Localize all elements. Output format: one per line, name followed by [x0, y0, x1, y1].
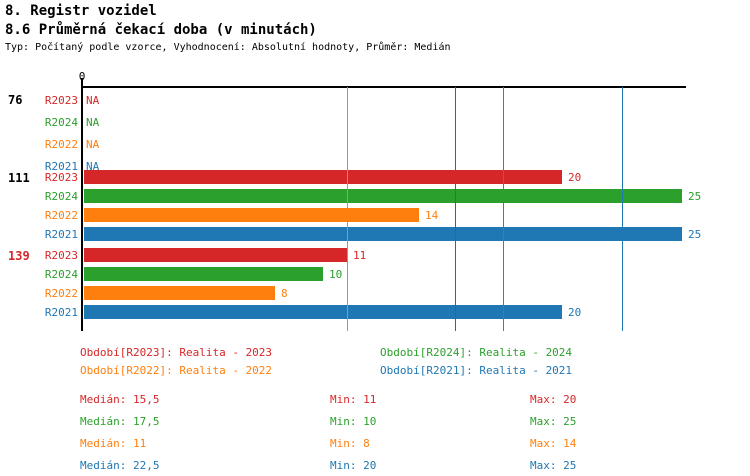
- series-label: R2021: [44, 228, 78, 241]
- r2021-median-line: [622, 87, 623, 331]
- axis-zero-label: 0: [78, 70, 86, 83]
- series-label: R2024: [44, 268, 78, 281]
- bar-value-label: 11: [353, 249, 367, 262]
- r2022-bar: [84, 208, 419, 222]
- legend-item: Období[R2023]: Realita - 2023: [80, 346, 273, 359]
- stat-median: Medián: 11: [80, 437, 147, 450]
- series-label: R2023: [44, 249, 78, 262]
- y-axis-line: [81, 78, 83, 331]
- r2024-bar: [84, 189, 682, 203]
- group-label: 111: [8, 171, 30, 185]
- r2024-bar: [84, 267, 323, 281]
- series-label: R2022: [44, 138, 78, 151]
- stat-max: Max: 25: [530, 415, 577, 428]
- bar-value-label: 14: [425, 209, 439, 222]
- r2023-bar: [84, 170, 562, 184]
- r2023-bar: [84, 248, 347, 262]
- series-label: R2021: [44, 306, 78, 319]
- stat-median: Medián: 22,5: [80, 459, 160, 472]
- r2023-median-line: [455, 87, 456, 331]
- r2022-median-line: [347, 87, 348, 331]
- stat-max: Max: 20: [530, 393, 577, 406]
- bar-value-label: 20: [568, 306, 582, 319]
- series-label: R2023: [44, 171, 78, 184]
- legend-item: Období[R2024]: Realita - 2024: [380, 346, 573, 359]
- bar-value-label: NA: [86, 116, 100, 129]
- stat-min: Min: 20: [330, 459, 377, 472]
- bar-value-label: 8: [281, 287, 288, 300]
- r2024-median-line: [503, 87, 504, 331]
- chart-meta: Typ: Počítaný podle vzorce, Vyhodnocení:…: [5, 42, 451, 53]
- stat-median: Medián: 15,5: [80, 393, 160, 406]
- stat-min: Min: 10: [330, 415, 377, 428]
- bar-value-label: 20: [568, 171, 582, 184]
- series-label: R2022: [44, 287, 78, 300]
- series-label: R2023: [44, 94, 78, 107]
- series-label: R2021: [44, 160, 78, 173]
- bar-value-label: 10: [329, 268, 343, 281]
- r2021-bar: [84, 305, 562, 319]
- bar-value-label: NA: [86, 94, 100, 107]
- group-label: 139: [8, 249, 30, 263]
- r2021-bar: [84, 227, 682, 241]
- chart-title: 8.6 Průměrná čekací doba (v minutách): [5, 22, 317, 38]
- legend-item: Období[R2022]: Realita - 2022: [80, 364, 273, 377]
- series-label: R2022: [44, 209, 78, 222]
- stat-max: Max: 14: [530, 437, 577, 450]
- r2022-bar: [84, 286, 275, 300]
- x-axis-line: [82, 86, 686, 88]
- group-label: 76: [8, 93, 23, 107]
- bar-value-label: NA: [86, 160, 100, 173]
- series-label: R2024: [44, 116, 78, 129]
- bar-value-label: 25: [688, 228, 702, 241]
- stat-median: Medián: 17,5: [80, 415, 160, 428]
- stat-max: Max: 25: [530, 459, 577, 472]
- page-title: 8. Registr vozidel: [5, 3, 157, 19]
- legend-item: Období[R2021]: Realita - 2021: [380, 364, 573, 377]
- bar-value-label: NA: [86, 138, 100, 151]
- series-label: R2024: [44, 190, 78, 203]
- stat-min: Min: 8: [330, 437, 370, 450]
- bar-value-label: 25: [688, 190, 702, 203]
- stat-min: Min: 11: [330, 393, 377, 406]
